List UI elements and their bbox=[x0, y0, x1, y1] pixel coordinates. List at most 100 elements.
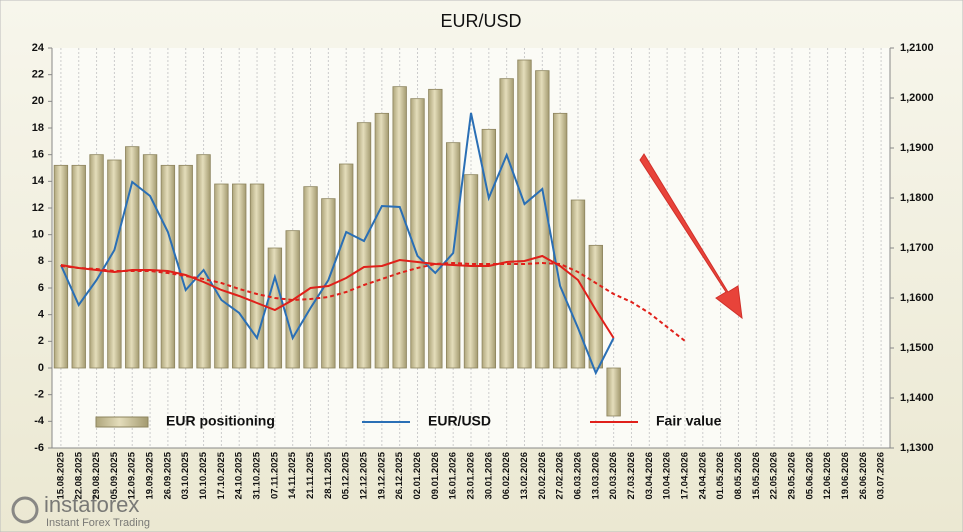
x-tick-label: 10.10.2025 bbox=[198, 451, 209, 499]
x-tick-label: 10.04.2026 bbox=[662, 452, 673, 500]
x-tick-label: 03.04.2026 bbox=[644, 452, 655, 500]
x-tick-label: 13.03.2026 bbox=[590, 452, 601, 500]
x-tick-label: 24.10.2025 bbox=[234, 451, 245, 499]
y2-tick-label: 1,1600 bbox=[900, 292, 934, 304]
x-tick-label: 22.05.2026 bbox=[769, 452, 780, 500]
y2-tick-label: 1,1700 bbox=[900, 242, 934, 254]
y-tick-label: 20 bbox=[32, 95, 44, 107]
x-tick-label: 15.08.2025 bbox=[55, 451, 66, 499]
x-tick-label: 26.09.2025 bbox=[162, 451, 173, 499]
bar bbox=[232, 183, 247, 369]
x-tick-label: 12.09.2025 bbox=[127, 451, 138, 499]
x-tick-label: 28.11.2025 bbox=[323, 451, 334, 499]
x-tick-label: 12.06.2026 bbox=[822, 452, 833, 500]
bar bbox=[445, 142, 461, 369]
bar bbox=[499, 78, 514, 369]
line bbox=[60, 254, 615, 339]
y2-tick-label: 1,2000 bbox=[900, 92, 934, 104]
bar bbox=[570, 199, 586, 369]
y-tick-label: -6 bbox=[34, 442, 44, 454]
logo bbox=[11, 496, 39, 524]
y-tick-label: 4 bbox=[38, 309, 45, 321]
x-tick-label: 20.02.2026 bbox=[537, 452, 548, 500]
x-tick-label: 16.01.2026 bbox=[448, 452, 459, 500]
x-tick-label: 03.07.2026 bbox=[876, 452, 887, 500]
x-tick-label: 03.10.2025 bbox=[180, 451, 191, 499]
y-tick-label: 2 bbox=[38, 335, 44, 347]
bar bbox=[374, 112, 390, 369]
line bbox=[60, 261, 686, 342]
x-tick-label: 05.09.2025 bbox=[109, 451, 120, 499]
y2-tick-label: 1,1900 bbox=[900, 142, 934, 154]
y-tick-label: 22 bbox=[32, 69, 44, 81]
legend-label: Fair value bbox=[656, 413, 722, 429]
legend-label: EUR positioning bbox=[166, 413, 275, 429]
bar bbox=[392, 86, 407, 369]
bar bbox=[303, 186, 318, 369]
x-tick-label: 30.01.2026 bbox=[483, 452, 494, 500]
x-tick-label: 08.05.2026 bbox=[733, 452, 744, 500]
x-tick-label: 06.03.2026 bbox=[572, 452, 583, 500]
y-tick-label: 10 bbox=[32, 229, 44, 241]
x-tick-label: 01.05.2026 bbox=[715, 452, 726, 500]
x-tick-label: 14.11.2025 bbox=[287, 451, 298, 499]
y2-tick-label: 1,1500 bbox=[900, 342, 934, 354]
x-tick-label: 19.12.2025 bbox=[376, 451, 387, 499]
chart-title: EUR/USD bbox=[440, 11, 521, 31]
y-tick-label: 12 bbox=[32, 202, 44, 214]
x-tick-label: 23.01.2026 bbox=[466, 452, 477, 500]
legend-swatch bbox=[95, 416, 149, 428]
y-tick-label: 8 bbox=[38, 255, 44, 267]
x-tick-label: 24.04.2026 bbox=[697, 452, 708, 500]
legend-label: EUR/USD bbox=[428, 413, 491, 429]
x-tick-label: 19.06.2026 bbox=[840, 452, 851, 500]
bar bbox=[125, 146, 140, 369]
bar bbox=[214, 183, 229, 369]
x-tick-label: 17.10.2025 bbox=[216, 451, 227, 499]
brand: instaforex bbox=[44, 492, 139, 517]
x-tick-label: 05.06.2026 bbox=[804, 452, 815, 500]
bar bbox=[463, 174, 479, 369]
x-tick-label: 31.10.2025 bbox=[252, 451, 263, 499]
bar bbox=[249, 183, 265, 369]
bar bbox=[552, 112, 568, 369]
x-tick-label: 29.05.2026 bbox=[786, 452, 797, 500]
x-tick-label: 05.12.2025 bbox=[341, 451, 352, 499]
y2-tick-label: 1,1400 bbox=[900, 392, 934, 404]
y-tick-label: 16 bbox=[32, 149, 44, 161]
bar bbox=[196, 154, 211, 369]
x-tick-label: 17.04.2026 bbox=[679, 452, 690, 500]
y2-tick-label: 1,1800 bbox=[900, 192, 934, 204]
x-tick-label: 02.01.2026 bbox=[412, 452, 423, 500]
bar bbox=[606, 367, 621, 417]
bar bbox=[428, 88, 443, 369]
x-tick-label: 09.01.2026 bbox=[430, 452, 441, 500]
x-tick-label: 20.03.2026 bbox=[608, 452, 619, 500]
bar bbox=[160, 164, 176, 369]
bar bbox=[142, 154, 158, 369]
line bbox=[59, 112, 615, 376]
x-tick-label: 27.03.2026 bbox=[626, 452, 637, 500]
y-tick-label: -2 bbox=[34, 389, 44, 401]
x-tick-label: 21.11.2025 bbox=[305, 451, 316, 499]
x-tick-label: 26.06.2026 bbox=[858, 452, 869, 500]
x-tick-label: 15.05.2026 bbox=[751, 452, 762, 500]
x-tick-label: 06.02.2026 bbox=[501, 452, 512, 500]
y-tick-label: 6 bbox=[38, 282, 44, 294]
bar bbox=[517, 59, 532, 369]
y-tick-label: 0 bbox=[38, 362, 44, 374]
bar bbox=[535, 70, 550, 369]
bar bbox=[89, 154, 104, 369]
y-tick-label: -4 bbox=[34, 415, 45, 427]
y-tick-label: 24 bbox=[32, 42, 45, 54]
watermark: instaforex Instant Forex Trading bbox=[11, 492, 150, 529]
x-tick-label: 13.02.2026 bbox=[519, 452, 530, 500]
bar bbox=[588, 244, 603, 369]
bar bbox=[356, 122, 372, 369]
x-tick-label: 22.08.2025 bbox=[73, 451, 84, 499]
bar bbox=[107, 159, 122, 369]
bar bbox=[410, 98, 425, 369]
x-tick-label: 19.09.2025 bbox=[145, 451, 156, 499]
y-tick-label: 18 bbox=[32, 122, 44, 134]
